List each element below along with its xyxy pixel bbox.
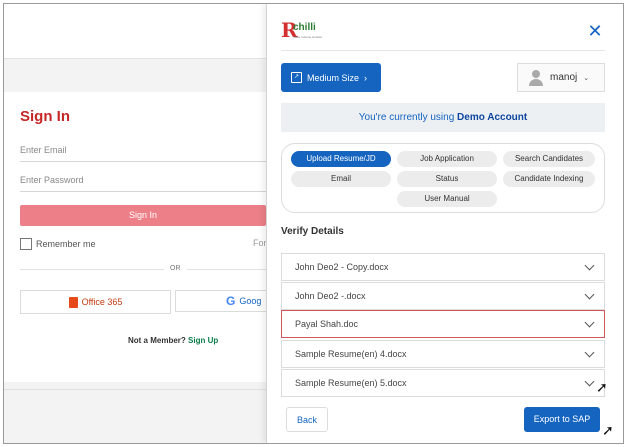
medium-size-label: Medium Size: [307, 72, 360, 83]
file-row-selected[interactable]: Payal Shah.doc: [281, 310, 605, 338]
file-row[interactable]: Sample Resume(en) 4.docx: [281, 340, 605, 368]
chevron-down-icon[interactable]: [584, 260, 595, 270]
remember-checkbox[interactable]: [20, 238, 32, 250]
office365-button[interactable]: Office 365: [20, 290, 171, 314]
signup-link[interactable]: Sign Up: [188, 336, 219, 345]
file-name: John Deo2 -.docx: [295, 291, 366, 301]
signin-card: [4, 92, 266, 382]
member-prompt: Not a Member? Sign Up: [128, 336, 218, 345]
close-icon[interactable]: ✕: [587, 21, 603, 41]
chevron-down-icon[interactable]: [584, 347, 595, 357]
tab-upload-resume-jd[interactable]: Upload Resume/JD: [291, 151, 391, 167]
rchilli-side-panel: R chilli Make resume smarter ✕ ↗ Medium …: [266, 4, 623, 443]
feature-tabs: Upload Resume/JD Job Application Search …: [281, 143, 605, 213]
office-icon: [68, 296, 78, 308]
tab-search-candidates[interactable]: Search Candidates: [503, 151, 595, 167]
resize-icon: ↗: [291, 72, 302, 83]
file-name: John Deo2 - Copy.docx: [295, 262, 389, 272]
google-icon: G: [226, 294, 236, 308]
verify-details-title: Verify Details: [281, 226, 344, 237]
signin-button[interactable]: Sign In: [20, 205, 266, 226]
tab-status[interactable]: Status: [397, 171, 497, 187]
logo-r-icon: R: [281, 18, 298, 42]
tab-email[interactable]: Email: [291, 171, 391, 187]
pointer-cursor-icon: ➚: [602, 422, 614, 438]
remember-label: Remember me: [36, 239, 96, 249]
or-divider: [20, 269, 266, 270]
screen-frame: Sign In Enter Email Enter Password Sign …: [3, 3, 624, 444]
signin-title: Sign In: [20, 108, 70, 125]
tab-candidate-indexing[interactable]: Candidate Indexing: [503, 171, 595, 187]
tab-job-application[interactable]: Job Application: [397, 151, 497, 167]
member-text: Not a Member?: [128, 336, 186, 345]
back-button[interactable]: Back: [286, 407, 328, 432]
user-name: manoj: [550, 72, 578, 83]
password-field[interactable]: Enter Password: [20, 175, 266, 192]
chevron-down-icon[interactable]: [584, 317, 595, 327]
logo-tagline: Make resume smarter: [293, 35, 323, 39]
demo-account-label: Demo Account: [457, 112, 528, 123]
chevron-down-icon[interactable]: [584, 376, 595, 386]
export-to-sap-button[interactable]: Export to SAP: [524, 407, 600, 432]
medium-size-button[interactable]: ↗ Medium Size ›: [281, 63, 381, 92]
google-button[interactable]: G Goog: [175, 290, 295, 312]
chevron-down-icon: ⌄: [583, 74, 590, 82]
chevron-down-icon[interactable]: [584, 289, 595, 299]
file-name: Sample Resume(en) 5.docx: [295, 378, 407, 388]
forgot-password-link[interactable]: For: [253, 238, 267, 248]
pointer-cursor-icon: ➚: [596, 379, 608, 395]
chevron-right-icon: ›: [364, 72, 368, 83]
logo-text: chilli: [293, 22, 316, 33]
office365-label: Office 365: [81, 297, 123, 307]
tab-user-manual[interactable]: User Manual: [397, 191, 497, 207]
header-divider: [281, 50, 605, 51]
file-row[interactable]: John Deo2 - Copy.docx: [281, 253, 605, 281]
email-field[interactable]: Enter Email: [20, 145, 266, 162]
avatar-icon: [528, 69, 544, 86]
rchilli-logo: R chilli Make resume smarter: [281, 18, 322, 44]
demo-prefix: You're currently using: [358, 112, 455, 123]
user-menu[interactable]: manoj ⌄: [517, 63, 605, 92]
file-name: Payal Shah.doc: [295, 319, 359, 329]
google-label: Goog: [239, 296, 262, 306]
demo-account-banner: You're currently using Demo Account: [281, 103, 605, 132]
file-row[interactable]: John Deo2 -.docx: [281, 282, 605, 310]
or-label: OR: [164, 265, 187, 272]
remember-me[interactable]: Remember me: [20, 238, 96, 250]
file-name: Sample Resume(en) 4.docx: [295, 349, 407, 359]
file-row[interactable]: Sample Resume(en) 5.docx: [281, 369, 605, 397]
